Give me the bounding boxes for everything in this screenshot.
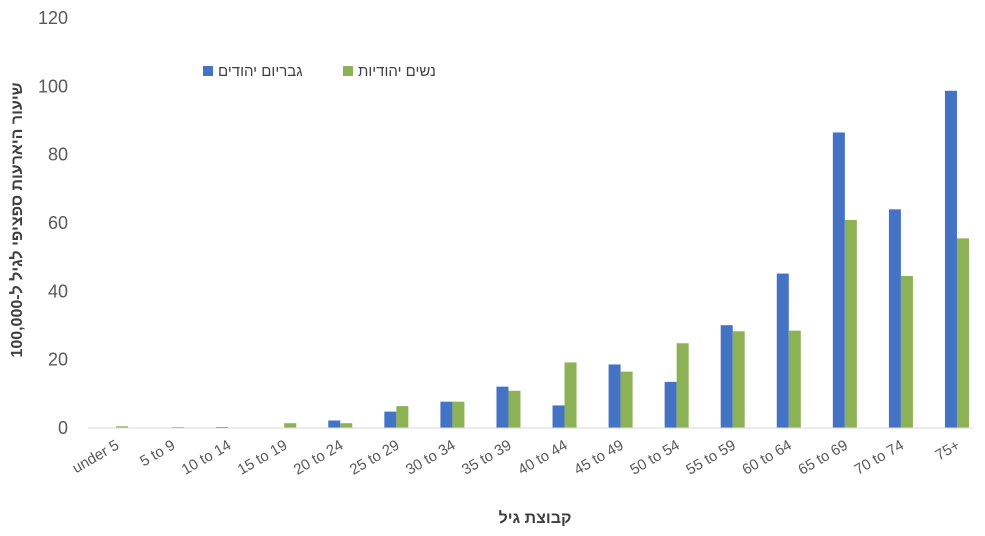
bar-women <box>732 331 745 428</box>
bar-women <box>788 330 801 428</box>
bar-men <box>328 420 341 428</box>
legend-swatch-women <box>343 66 353 76</box>
bar-women <box>620 371 633 428</box>
legend: גבריום יהודים נשים יהודיות <box>203 63 436 80</box>
bar-men <box>384 411 397 428</box>
x-tick-label: 35 to 39 <box>459 437 514 479</box>
bar-men <box>832 132 845 429</box>
x-tick-label: 30 to 34 <box>403 437 458 479</box>
y-tick-label: 100 <box>38 76 68 96</box>
bar-men <box>776 273 789 428</box>
bar-women <box>956 238 969 428</box>
x-axis-ticks: under 5 5 to 9 10 to 14 15 to 19 20 to 24 25 … <box>69 437 963 479</box>
x-tick-label: 50 to 54 <box>627 437 682 479</box>
legend-swatch-men <box>203 66 213 76</box>
bar-women <box>452 401 465 428</box>
x-tick-label: 5 to 9 <box>137 437 178 470</box>
bar-women <box>676 343 689 428</box>
x-tick-label: 10 to 14 <box>179 437 234 479</box>
bar-men <box>496 386 509 428</box>
bar-women <box>116 426 129 428</box>
bar-men <box>664 381 677 428</box>
bar-men <box>944 90 957 429</box>
y-tick-label: 20 <box>48 350 68 370</box>
bar-women <box>340 423 353 428</box>
bar-women <box>508 390 521 428</box>
y-axis-ticks: 0 20 40 60 80 100 120 <box>38 8 68 438</box>
bar-men <box>440 401 453 428</box>
bar-women <box>172 426 185 428</box>
bar-women <box>564 362 577 428</box>
y-tick-label: 0 <box>58 418 68 438</box>
bars-group <box>116 90 969 429</box>
x-axis-title: קבוצת גיל <box>499 509 572 527</box>
y-tick-label: 40 <box>48 281 68 301</box>
x-tick-label: 60 to 64 <box>739 437 794 479</box>
bar-men <box>216 426 229 428</box>
x-tick-label: 20 to 24 <box>291 437 346 479</box>
bar-women <box>396 406 409 428</box>
bar-men <box>552 405 565 428</box>
x-tick-label: 45 to 49 <box>571 437 626 479</box>
bar-men <box>888 209 901 428</box>
x-tick-label: 70 to 74 <box>851 437 906 479</box>
bar-women <box>900 275 913 428</box>
y-tick-label: 80 <box>48 145 68 165</box>
x-tick-label: 65 to 69 <box>795 437 850 479</box>
x-tick-label: under 5 <box>69 437 122 477</box>
x-tick-label: 25 to 29 <box>347 437 402 479</box>
bar-women <box>844 219 857 428</box>
x-tick-label: 15 to 19 <box>235 437 290 479</box>
legend-label-men: גבריום יהודים <box>218 63 303 80</box>
legend-label-women: נשים יהודיות <box>358 63 436 80</box>
y-tick-label: 60 <box>48 213 68 233</box>
y-axis-title: שיעור היארעות ספציפי לגיל ל-100,000 <box>8 82 26 357</box>
x-tick-label: 55 to 59 <box>683 437 738 479</box>
bar-men <box>720 325 733 428</box>
bar-men <box>608 364 621 428</box>
x-tick-label: 40 to 44 <box>515 437 570 479</box>
bar-women <box>284 423 297 428</box>
x-tick-label: 75+ <box>932 437 963 465</box>
y-tick-label: 120 <box>38 8 68 28</box>
